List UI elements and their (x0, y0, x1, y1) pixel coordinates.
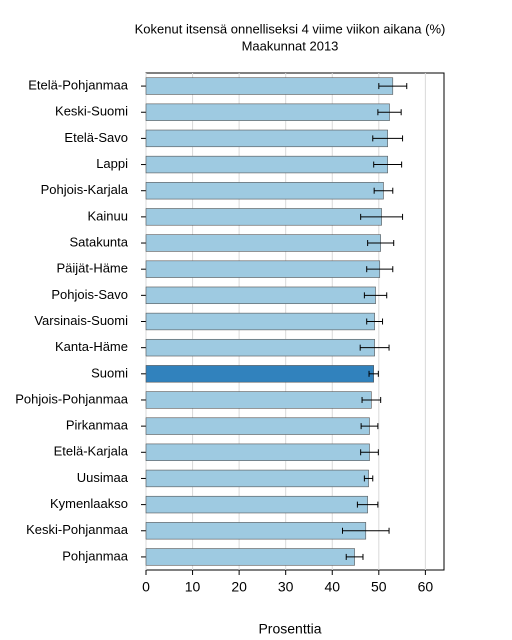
bar (145, 469, 369, 488)
bar (145, 182, 384, 200)
bar (145, 260, 381, 278)
error-bar (363, 292, 388, 299)
error-bar (341, 527, 390, 534)
bar (145, 77, 394, 95)
error-bar (373, 161, 403, 168)
y-tick-label: Satakunta (69, 234, 128, 249)
bar (145, 495, 368, 514)
y-tick-label: Kainuu (88, 208, 128, 223)
y-tick-label: Pohjois-Savo (51, 287, 128, 302)
bar (145, 443, 370, 461)
bar (145, 129, 388, 148)
error-bar (366, 266, 394, 273)
error-bar (377, 109, 402, 116)
bar (145, 548, 355, 566)
bar (145, 208, 382, 226)
error-bar (367, 240, 395, 247)
y-tick-label: Suomi (91, 365, 128, 380)
error-bar (366, 318, 384, 325)
y-tick-label: Päijät-Häme (56, 261, 128, 276)
y-tick-label: Pohjois-Pohjanmaa (15, 391, 129, 406)
y-tick-label: Pirkanmaa (66, 418, 129, 433)
y-tick-label: Etelä-Savo (64, 130, 128, 145)
y-tick-label: Lappi (96, 156, 128, 171)
bar (145, 155, 388, 174)
chart-subtitle: Maakunnat 2013 (242, 38, 339, 53)
error-bar (345, 553, 364, 560)
error-bar (360, 423, 379, 430)
x-tick-label: 0 (142, 579, 150, 595)
y-tick-label: Etelä-Pohjanmaa (28, 78, 128, 93)
bar (145, 312, 375, 331)
y-tick-label: Keski-Suomi (55, 104, 128, 119)
x-tick-label: 20 (231, 579, 247, 595)
bar (145, 522, 367, 540)
error-bar (360, 449, 379, 456)
bar (145, 391, 372, 409)
x-axis-label: Prosenttia (258, 621, 321, 637)
y-tick-label: Kymenlaakso (50, 496, 128, 511)
bar (145, 103, 390, 121)
y-tick-label: Pohjois-Karjala (41, 182, 129, 197)
x-tick-label: 60 (418, 579, 434, 595)
error-bar (360, 213, 404, 220)
x-tick-label: 40 (324, 579, 340, 595)
error-bar (363, 475, 374, 482)
y-tick-label: Pohjanmaa (62, 548, 129, 563)
error-bar (356, 501, 379, 508)
y-tick-label: Keski-Pohjanmaa (26, 522, 129, 537)
bar (145, 365, 374, 383)
bar (145, 417, 370, 435)
error-bar (361, 396, 382, 403)
x-tick-label: 50 (371, 579, 387, 595)
y-tick-label: Varsinais-Suomi (34, 313, 128, 328)
x-tick-label: 30 (278, 579, 294, 595)
error-bar (378, 83, 408, 90)
chart-title: Kokenut itsensä onnelliseksi 4 viime vii… (135, 21, 446, 36)
bar (145, 338, 375, 357)
y-tick-label: Kanta-Häme (55, 339, 128, 354)
bar (145, 286, 376, 305)
error-bar (373, 187, 394, 194)
x-tick-label: 10 (185, 579, 201, 595)
error-bar (359, 344, 390, 351)
y-tick-label: Etelä-Karjala (54, 444, 129, 459)
bar (145, 234, 381, 252)
y-tick-label: Uusimaa (77, 470, 129, 485)
error-bar (368, 370, 379, 377)
error-bar (372, 135, 404, 142)
